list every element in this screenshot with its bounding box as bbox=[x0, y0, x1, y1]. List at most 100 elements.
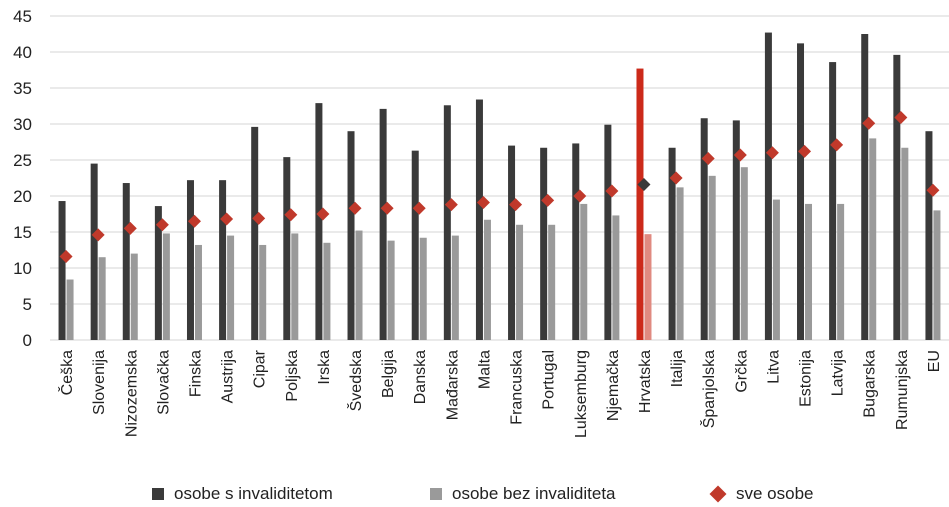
x-tick-label: Italija bbox=[669, 350, 686, 387]
bar-with-disability bbox=[636, 68, 644, 340]
bar-with-disability bbox=[700, 118, 708, 341]
y-tick-label: 20 bbox=[13, 187, 32, 206]
bar-with-disability bbox=[379, 108, 387, 340]
bar-without-disability bbox=[259, 244, 267, 340]
y-tick-label: 40 bbox=[13, 43, 32, 62]
bar-with-disability bbox=[443, 105, 451, 340]
y-tick-label: 10 bbox=[13, 259, 32, 278]
bar-without-disability bbox=[612, 215, 620, 340]
bar-with-disability bbox=[154, 206, 162, 340]
bar-with-disability bbox=[861, 34, 869, 340]
bar-with-disability bbox=[732, 120, 740, 341]
y-axis: 0 5 10 15 20 25 30 35 40 45 bbox=[13, 7, 32, 350]
bar-with-disability bbox=[315, 103, 323, 341]
marker-all-persons bbox=[605, 184, 619, 198]
bar-with-disability bbox=[122, 183, 130, 340]
bar-without-disability bbox=[291, 233, 299, 340]
y-tick-label: 15 bbox=[13, 223, 32, 242]
bar-with-disability bbox=[893, 54, 901, 340]
y-tick-label: 30 bbox=[13, 115, 32, 134]
y-tick-label: 25 bbox=[13, 151, 32, 170]
bar-with-disability bbox=[925, 131, 933, 340]
bar-with-disability bbox=[186, 180, 194, 340]
x-tick-label: Irska bbox=[316, 350, 333, 385]
bar-without-disability bbox=[580, 203, 588, 340]
marker-all-persons bbox=[541, 193, 555, 207]
bar-with-disability bbox=[572, 143, 580, 340]
marker-all-persons bbox=[862, 116, 876, 130]
x-tick-label: Finska bbox=[187, 350, 204, 397]
bar-without-disability bbox=[194, 244, 202, 340]
bar-without-disability bbox=[162, 233, 170, 340]
legend-label: osobe s invaliditetom bbox=[174, 484, 333, 503]
legend-item-all-persons: sve osobe bbox=[709, 484, 814, 504]
x-tick-label: Estonija bbox=[798, 350, 815, 407]
bar-without-disability bbox=[740, 167, 748, 340]
x-tick-label: Litva bbox=[765, 350, 782, 384]
bar-without-disability bbox=[869, 138, 877, 340]
markers bbox=[59, 111, 940, 263]
bar-with-disability bbox=[411, 150, 419, 340]
x-tick-label: Hrvatska bbox=[637, 350, 654, 413]
marker-all-persons bbox=[220, 212, 234, 226]
marker-all-persons bbox=[444, 198, 458, 212]
x-tick-label: EU bbox=[926, 350, 943, 372]
marker-all-persons bbox=[798, 144, 812, 158]
bar-with-disability bbox=[604, 124, 612, 340]
bar-with-disability bbox=[668, 147, 676, 340]
bar-without-disability bbox=[772, 199, 780, 340]
bar-without-disability bbox=[387, 240, 395, 340]
bar-without-disability bbox=[805, 203, 813, 340]
x-tick-label: Luksemburg bbox=[573, 350, 590, 438]
marker-all-persons bbox=[348, 201, 362, 215]
x-tick-label: Bugarska bbox=[862, 350, 879, 418]
marker-all-persons bbox=[765, 146, 779, 160]
bar-without-disability bbox=[227, 235, 235, 340]
bar-with-disability bbox=[797, 43, 805, 341]
bar-with-disability bbox=[829, 62, 837, 341]
marker-all-persons bbox=[701, 152, 715, 166]
x-tick-label: Austrija bbox=[220, 350, 237, 403]
bar-without-disability bbox=[98, 257, 106, 340]
legend-label: sve osobe bbox=[736, 484, 814, 503]
x-tick-label: Češka bbox=[57, 350, 76, 395]
marker-all-persons bbox=[733, 148, 747, 162]
marker-all-persons bbox=[573, 189, 587, 203]
legend-item-with-disability: osobe s invaliditetom bbox=[152, 484, 333, 504]
marker-all-persons bbox=[894, 111, 908, 125]
x-tick-label: Danska bbox=[412, 350, 429, 404]
marker-all-persons bbox=[830, 138, 844, 152]
bar-without-disability bbox=[901, 147, 909, 340]
bar-without-disability bbox=[516, 224, 524, 340]
bar-with-disability bbox=[283, 157, 291, 340]
marker-all-persons bbox=[284, 208, 298, 222]
x-tick-label: Mađarska bbox=[444, 350, 461, 420]
x-tick-label: Francuska bbox=[509, 350, 526, 425]
y-tick-label: 0 bbox=[23, 331, 32, 350]
marker-all-persons bbox=[669, 171, 683, 185]
bar-without-disability bbox=[483, 219, 491, 340]
bar-with-disability bbox=[475, 99, 483, 341]
marker-all-persons bbox=[123, 221, 137, 235]
marker-all-persons bbox=[509, 198, 523, 212]
bar-with-disability bbox=[508, 145, 516, 340]
x-tick-label: Cipar bbox=[252, 349, 269, 388]
marker-all-persons bbox=[316, 207, 330, 221]
legend-swatch-square-icon bbox=[430, 488, 442, 500]
x-tick-label: Slovenija bbox=[91, 350, 108, 415]
bar-without-disability bbox=[130, 253, 138, 340]
bar-without-disability bbox=[451, 235, 459, 340]
bar-with-disability bbox=[90, 163, 98, 340]
x-axis: Češka Slovenija Nizozemska Slovačka Finska Au… bbox=[57, 349, 943, 438]
x-tick-label: Nizozemska bbox=[123, 350, 140, 437]
x-tick-label: Malta bbox=[476, 350, 493, 389]
bar-without-disability bbox=[323, 242, 331, 340]
marker-all-persons bbox=[476, 195, 490, 209]
bar-without-disability bbox=[548, 224, 556, 340]
bars bbox=[58, 32, 941, 341]
bar-without-disability bbox=[933, 210, 941, 340]
marker-all-persons bbox=[155, 218, 169, 232]
legend-item-without-disability: osobe bez invaliditeta bbox=[430, 484, 616, 504]
chart-svg: 0 5 10 15 20 25 30 35 40 45 Češka Slovenija Nizozem… bbox=[13, 7, 949, 438]
bar-without-disability bbox=[708, 175, 716, 340]
